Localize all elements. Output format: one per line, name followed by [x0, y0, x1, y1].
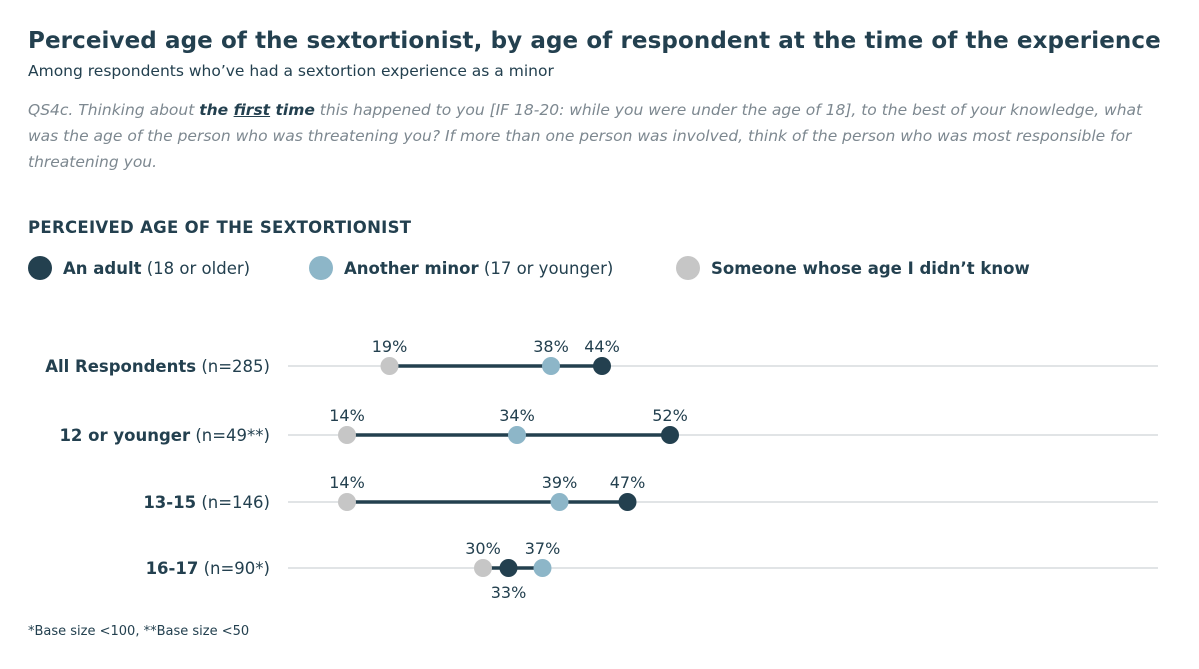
legend-item-minor: Another minor (17 or younger): [309, 256, 613, 280]
point-minor: [550, 493, 569, 511]
point-minor: [508, 426, 526, 444]
legend-swatch-minor: [309, 256, 333, 280]
row-label: 16-17 (n=90*): [146, 559, 270, 578]
question-rest: this happened to you [IF 18-20: while yo…: [28, 101, 1143, 171]
value-label-unknown: 30%: [465, 539, 501, 558]
point-unknown: [380, 357, 399, 375]
point-adult: [618, 493, 637, 511]
legend-label-unknown: Someone whose age I didn’t know: [711, 258, 1030, 278]
chart-title: Perceived age of the sextortionist, by a…: [28, 28, 1161, 54]
legend-swatch-unknown: [676, 256, 700, 280]
point-minor: [542, 357, 560, 375]
point-unknown: [338, 426, 356, 444]
legend-label-minor: Another minor (17 or younger): [344, 258, 614, 278]
footnote: *Base size <100, **Base size <50: [28, 624, 250, 639]
point-adult: [593, 357, 611, 375]
value-label-unknown: 14%: [329, 406, 365, 425]
value-label-minor: 38%: [533, 337, 569, 356]
survey-question: QS4c. Thinking about the first time this…: [28, 97, 1173, 175]
row-label: 13-15 (n=146): [143, 493, 270, 512]
value-label-unknown: 14%: [329, 473, 365, 492]
value-label-unknown: 19%: [372, 337, 408, 356]
legend-item-adult: An adult (18 or older): [28, 256, 250, 280]
value-label-adult: 44%: [584, 337, 620, 356]
legend-item-unknown: Someone whose age I didn’t know: [676, 256, 1030, 280]
point-unknown: [474, 559, 492, 577]
point-minor: [533, 559, 552, 577]
value-label-minor: 39%: [542, 473, 578, 492]
value-label-minor: 34%: [499, 406, 535, 425]
point-unknown: [338, 493, 356, 511]
row-label: All Respondents (n=285): [45, 357, 270, 376]
question-emphasis: the first time: [199, 101, 315, 119]
section-heading: PERCEIVED AGE OF THE SEXTORTIONIST: [28, 218, 412, 237]
question-emphasis-underlined: first: [233, 101, 271, 119]
question-prefix: QS4c. Thinking about: [28, 101, 200, 119]
value-label-minor: 37%: [525, 539, 561, 558]
value-label-adult: 33%: [491, 583, 527, 602]
row-label: 12 or younger (n=49**): [59, 426, 270, 445]
chart-subtitle: Among respondents who’ve had a sextortio…: [28, 62, 554, 80]
value-label-adult: 47%: [610, 473, 646, 492]
point-adult: [661, 426, 679, 444]
point-adult: [499, 559, 518, 577]
value-label-adult: 52%: [652, 406, 688, 425]
legend-swatch-adult: [28, 256, 52, 280]
legend-label-adult: An adult (18 or older): [63, 258, 251, 278]
